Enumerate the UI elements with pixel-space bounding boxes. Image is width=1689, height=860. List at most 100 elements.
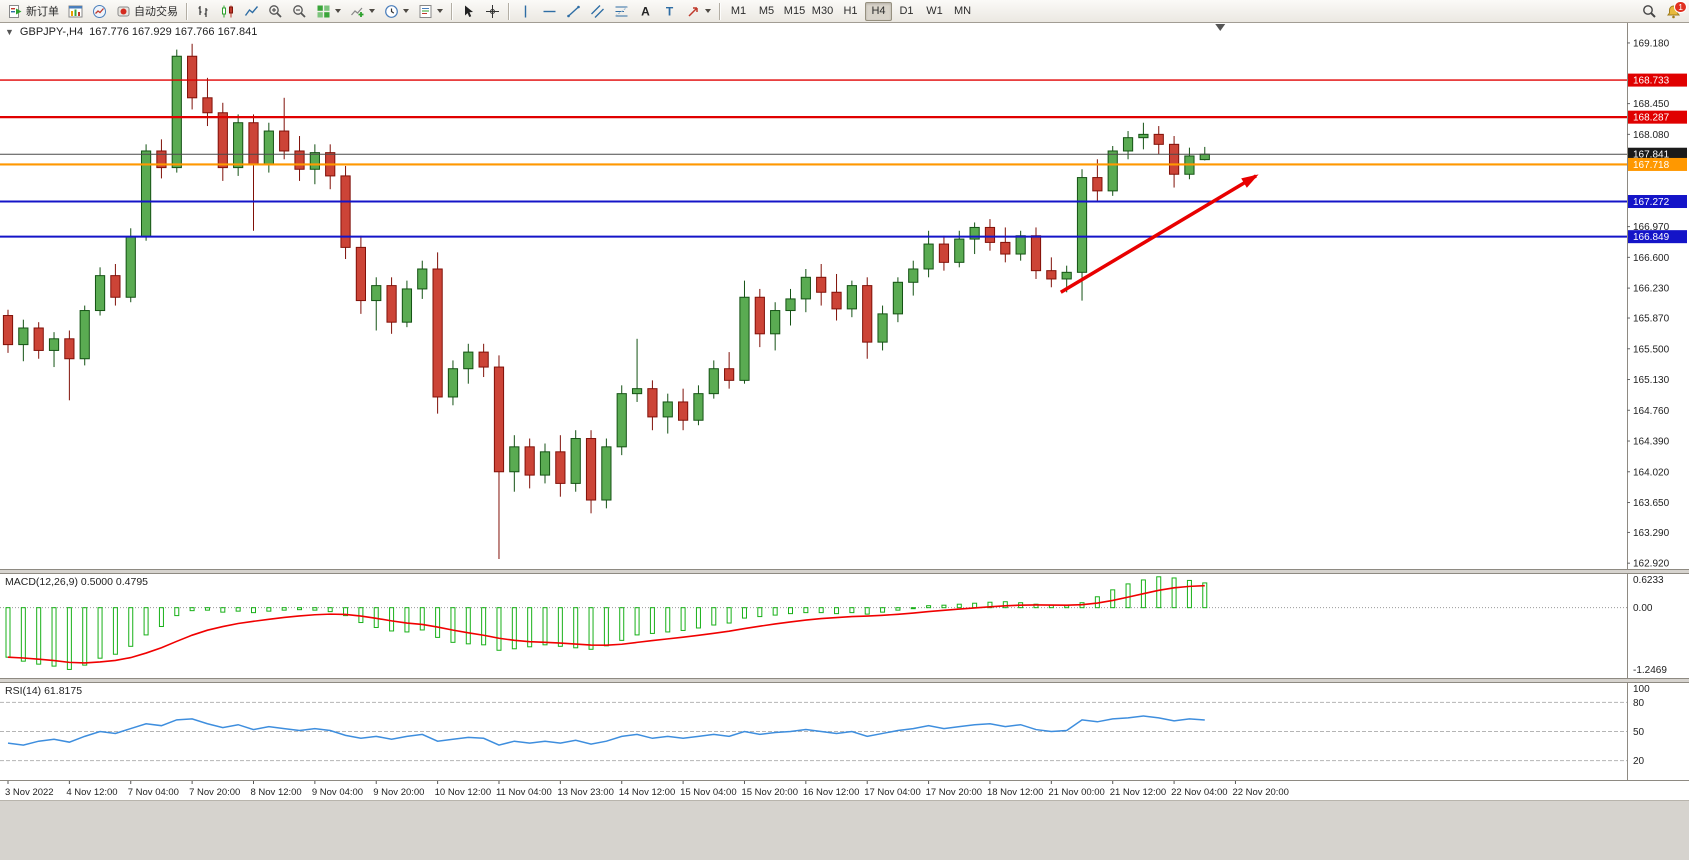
svg-text:168.080: 168.080: [1633, 130, 1670, 141]
new-order-button[interactable]: 新订单: [4, 2, 63, 21]
search-button[interactable]: [1638, 2, 1661, 21]
svg-text:164.390: 164.390: [1633, 437, 1670, 448]
svg-text:17 Nov 20:00: 17 Nov 20:00: [926, 787, 983, 798]
dropdown-arrow-icon: [403, 9, 409, 13]
svg-text:165.130: 165.130: [1633, 375, 1670, 386]
timeframe-m1-button[interactable]: M1: [725, 2, 752, 21]
indicators-icon: [351, 7, 364, 17]
notifications-button[interactable]: 1: [1662, 0, 1687, 21]
timeframe-w1-button[interactable]: W1: [921, 2, 948, 21]
rsi-chart: 100 80 50 20: [0, 683, 1650, 780]
svg-text:21 Nov 12:00: 21 Nov 12:00: [1110, 787, 1167, 798]
timeframe-m5-button[interactable]: M5: [753, 2, 780, 21]
indicators-button[interactable]: [346, 2, 379, 21]
auto-trading-label: 自动交易: [134, 6, 178, 18]
zoom-out-button[interactable]: [288, 2, 311, 21]
timeframe-h4-button[interactable]: H4: [865, 1, 892, 21]
candlestick-chart[interactable]: 169.180 168.450 168.080 166.970 166.600 166.2…: [0, 23, 1689, 569]
timeframe-h1-button[interactable]: H1: [837, 2, 864, 21]
tile-windows-icon: [317, 5, 330, 17]
line-chart-button[interactable]: [240, 2, 263, 21]
text-button[interactable]: A: [634, 2, 657, 21]
svg-text:9 Nov 04:00: 9 Nov 04:00: [312, 787, 363, 798]
svg-text:166.230: 166.230: [1633, 284, 1670, 295]
zoom-in-icon: [269, 4, 282, 18]
vertical-line-button[interactable]: [514, 2, 537, 21]
candlestick-chart-icon: [222, 5, 233, 17]
crosshair-button[interactable]: [481, 2, 504, 21]
svg-text:20: 20: [1633, 756, 1645, 767]
svg-text:22 Nov 20:00: 22 Nov 20:00: [1232, 787, 1289, 798]
macd-panel[interactable]: 0.6233 0.00 -1.2469 MACD(12,26,9) 0.5000 0…: [0, 574, 1689, 678]
channel-button[interactable]: [586, 2, 609, 21]
arrows-tool-button[interactable]: [682, 2, 715, 21]
bar-chart-button[interactable]: [192, 2, 215, 21]
fibonacci-button[interactable]: [610, 2, 633, 21]
svg-text:7 Nov 20:00: 7 Nov 20:00: [189, 787, 240, 798]
market-watch-button[interactable]: [88, 2, 111, 21]
new-order-icon: [9, 4, 22, 18]
candlestick-chart-button[interactable]: [216, 2, 239, 21]
ohlc-readout: 167.776 167.929 167.766 167.841: [89, 26, 258, 38]
trendline-button[interactable]: [562, 2, 585, 21]
auto-trading-icon: [117, 6, 130, 16]
svg-text:4 Nov 12:00: 4 Nov 12:00: [66, 787, 117, 798]
timeframe-m15-button[interactable]: M15: [781, 2, 808, 21]
tile-windows-button[interactable]: [312, 2, 345, 21]
timeframe-m30-button[interactable]: M30: [809, 2, 836, 21]
svg-text:16 Nov 12:00: 16 Nov 12:00: [803, 787, 860, 798]
templates-icon: [419, 4, 432, 18]
channel-icon: [591, 4, 604, 18]
main-chart-panel[interactable]: 169.180 168.450 168.080 166.970 166.600 166.2…: [0, 23, 1689, 569]
chart-window-icon: [68, 5, 83, 17]
svg-text:100: 100: [1633, 684, 1650, 695]
cursor-icon: [465, 5, 473, 17]
dropdown-arrow-icon: [335, 9, 341, 13]
rsi-panel[interactable]: 100 80 50 20 RSI(14) 61.8175: [0, 683, 1689, 780]
panel-splitter[interactable]: [0, 569, 1689, 574]
svg-text:165.500: 165.500: [1633, 344, 1670, 355]
time-axis-labels: 3 Nov 2022 4 Nov 12:00 7 Nov 04:00 7 Nov 20…: [5, 781, 1289, 798]
panel-splitter[interactable]: [0, 678, 1689, 683]
svg-text:15 Nov 04:00: 15 Nov 04:00: [680, 787, 737, 798]
cursor-button[interactable]: [457, 2, 480, 21]
svg-text:7 Nov 04:00: 7 Nov 04:00: [128, 787, 179, 798]
auto-trading-button[interactable]: 自动交易: [112, 2, 182, 21]
symbol-timeframe-label: GBPJPY-,H4: [19, 26, 84, 38]
svg-text:168.450: 168.450: [1633, 99, 1670, 110]
text-icon: A: [641, 4, 650, 18]
text-label-button[interactable]: T: [658, 2, 681, 21]
periods-button[interactable]: [380, 2, 413, 21]
periods-icon: [385, 4, 398, 18]
line-chart-icon: [244, 5, 259, 16]
toolbar-separator: [508, 2, 510, 20]
svg-text:18 Nov 12:00: 18 Nov 12:00: [987, 787, 1044, 798]
svg-text:166.970: 166.970: [1633, 222, 1670, 233]
zoom-in-button[interactable]: [264, 2, 287, 21]
svg-text:163.290: 163.290: [1633, 528, 1670, 539]
chart-window-button[interactable]: [64, 2, 87, 21]
svg-text:164.760: 164.760: [1633, 406, 1670, 417]
collapse-arrow-icon[interactable]: ▼: [5, 27, 14, 37]
svg-text:168.733: 168.733: [1633, 76, 1670, 87]
svg-text:0.00: 0.00: [1633, 603, 1653, 614]
macd-label: MACD(12,26,9) 0.5000 0.4795: [5, 576, 149, 588]
svg-text:A: A: [641, 4, 650, 18]
time-axis[interactable]: 3 Nov 2022 4 Nov 12:00 7 Nov 04:00 7 Nov 20…: [0, 780, 1689, 800]
svg-text:166.600: 166.600: [1633, 253, 1670, 264]
svg-text:163.650: 163.650: [1633, 498, 1670, 509]
timeframe-d1-button[interactable]: D1: [893, 2, 920, 21]
dropdown-arrow-icon: [369, 9, 375, 13]
horizontal-line-button[interactable]: [538, 2, 561, 21]
svg-text:3 Nov 2022: 3 Nov 2022: [5, 787, 54, 798]
vertical-line-icon: [524, 5, 527, 17]
zoom-out-icon: [293, 4, 306, 18]
notification-badge: 1: [1674, 0, 1687, 13]
timeframe-mn-button[interactable]: MN: [949, 2, 976, 21]
templates-button[interactable]: [414, 2, 447, 21]
market-watch-icon: [93, 4, 106, 18]
text-label-icon: T: [666, 4, 674, 18]
svg-text:165.870: 165.870: [1633, 314, 1670, 325]
svg-text:-1.2469: -1.2469: [1633, 665, 1667, 676]
svg-text:169.180: 169.180: [1633, 38, 1670, 49]
